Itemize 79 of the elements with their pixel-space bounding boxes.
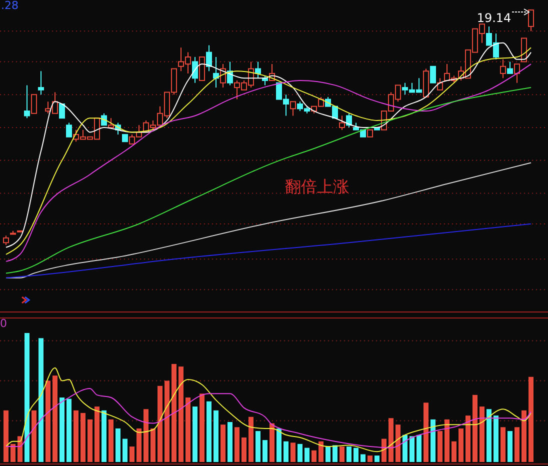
bar <box>360 454 366 462</box>
bar <box>466 416 470 462</box>
bar <box>206 401 212 462</box>
bar <box>396 424 400 462</box>
bar <box>270 423 274 462</box>
bar <box>354 448 358 462</box>
bar <box>472 394 478 462</box>
annotation: 翻倍上涨 <box>285 177 349 196</box>
bar <box>304 448 310 462</box>
bar <box>340 446 344 462</box>
bar <box>46 380 50 462</box>
bar <box>116 428 120 462</box>
bar <box>382 438 386 462</box>
bar <box>248 416 254 462</box>
bar <box>522 410 526 462</box>
bar <box>172 364 176 462</box>
bar <box>276 428 282 462</box>
bar <box>438 431 442 462</box>
bar <box>108 419 114 462</box>
bar <box>452 441 456 462</box>
bar <box>164 380 170 462</box>
bar <box>38 338 44 462</box>
bar <box>416 434 422 462</box>
bar <box>480 406 484 462</box>
bar <box>262 440 268 462</box>
bar <box>486 409 492 462</box>
bar <box>150 428 156 462</box>
annotation: 19.14 <box>476 11 512 25</box>
bar <box>458 428 464 462</box>
bar <box>290 442 296 462</box>
bar <box>136 428 142 462</box>
bar <box>410 436 414 462</box>
bar <box>326 446 330 462</box>
bar <box>4 410 8 462</box>
bar <box>214 410 218 462</box>
bar <box>298 444 302 462</box>
bar <box>10 444 16 462</box>
bar <box>24 333 30 462</box>
bar <box>102 410 106 462</box>
bar <box>424 402 428 462</box>
annotation: .28 <box>1 0 18 12</box>
bar <box>60 398 64 462</box>
bar <box>186 398 190 462</box>
bar <box>346 446 352 462</box>
bar <box>284 441 288 462</box>
bar <box>318 441 324 462</box>
bar <box>312 450 316 462</box>
bar <box>514 427 520 462</box>
bar <box>402 434 408 462</box>
bar <box>94 406 100 462</box>
bar <box>430 419 436 462</box>
bar <box>234 427 240 462</box>
bar <box>178 366 184 462</box>
bar <box>332 445 338 462</box>
text: 0 <box>0 317 7 330</box>
bar <box>200 394 204 462</box>
bar <box>192 406 198 462</box>
bar <box>52 376 58 462</box>
bar <box>122 438 128 462</box>
bar <box>130 446 134 462</box>
bar <box>374 456 380 462</box>
bar <box>368 456 372 462</box>
bar <box>88 419 92 462</box>
bar <box>528 376 534 462</box>
bar <box>508 431 512 462</box>
bar <box>66 398 72 462</box>
bar <box>242 437 246 462</box>
bar <box>228 422 232 462</box>
bar <box>32 410 36 462</box>
bar <box>74 410 78 462</box>
bar <box>444 419 450 462</box>
bar <box>388 418 394 462</box>
bar <box>494 416 498 462</box>
bar <box>256 431 260 462</box>
bar <box>144 409 148 462</box>
bar <box>220 424 226 462</box>
bar <box>158 386 162 462</box>
bar <box>80 412 86 462</box>
bar <box>500 427 506 462</box>
